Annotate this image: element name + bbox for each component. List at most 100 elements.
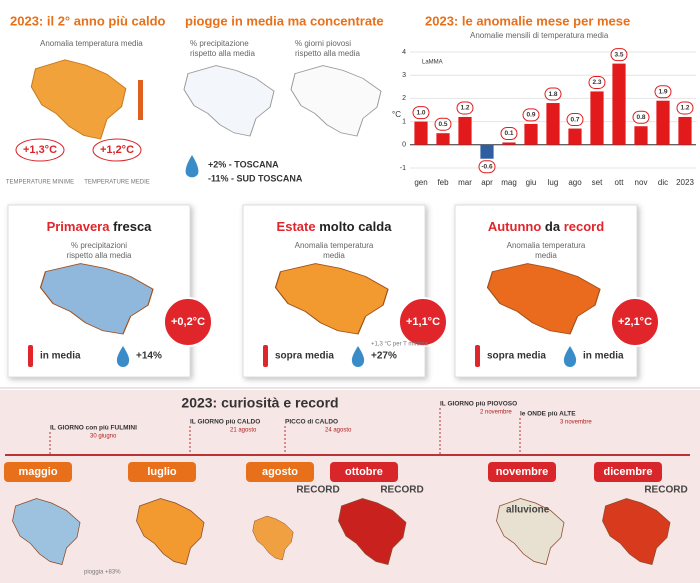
value-label: 1.0	[416, 109, 425, 116]
y-tick-label: 3	[402, 72, 406, 79]
map	[183, 65, 275, 137]
temp-status: sopra media	[487, 351, 546, 362]
x-tick-label: 2023	[676, 178, 694, 187]
value-label-box	[434, 117, 452, 131]
value-label-box	[544, 87, 562, 101]
value-label-box	[588, 75, 606, 89]
value-label: 1.9	[658, 88, 667, 95]
rain-status: in media	[583, 351, 624, 362]
bar	[678, 116, 692, 145]
drop-icon	[185, 155, 199, 178]
map-caption: % precipitazione	[190, 39, 249, 48]
badge-value: +1,3°C	[23, 144, 57, 156]
value-label: 0.8	[636, 114, 645, 121]
rain-status: +14%	[136, 351, 162, 362]
y-axis-label: °C	[392, 110, 401, 119]
card-title: Primavera fresca	[47, 219, 153, 234]
y-tick-label: -1	[400, 165, 406, 172]
x-tick-label: giu	[526, 178, 537, 187]
event-name: IL GIORNO più CALDO	[190, 419, 260, 426]
month-name: agosto	[262, 466, 298, 478]
y-tick-label: 0	[402, 142, 406, 149]
value-label: 1.8	[548, 91, 557, 98]
value-label: 2.3	[592, 79, 601, 86]
value-label-box	[610, 48, 628, 62]
records-title: 2023: curiosità e record	[181, 395, 338, 411]
month-name: ottobre	[345, 466, 383, 478]
map-caption: rispetto alla media	[190, 49, 255, 58]
chart-title: 2023: le anomalie mese per mese	[425, 13, 630, 28]
thermometer-icon	[263, 345, 268, 367]
value-label: 1.2	[460, 105, 469, 112]
anomaly-value: +0,2°C	[171, 316, 205, 328]
badge-label: TEMPERATURE MINIME	[6, 180, 74, 186]
value-label-box	[522, 108, 540, 122]
bar	[568, 128, 582, 145]
value-label: -0.6	[481, 163, 493, 170]
event-date: 21 agosto	[230, 428, 257, 434]
value-label: 0.9	[526, 112, 535, 119]
rain-status: +27%	[371, 351, 397, 362]
rain-line: +2% - TOSCANA	[208, 159, 279, 169]
badge	[92, 138, 142, 162]
bar	[612, 63, 626, 145]
rain-line: -11% - SUD TOSCANA	[208, 173, 303, 183]
month-name: maggio	[18, 466, 57, 478]
value-label-box	[632, 110, 650, 124]
card-subtitle: rispetto alla media	[67, 251, 132, 260]
event-name: IL GIORNO più PIOVOSO	[440, 401, 517, 408]
anomaly-badge	[610, 297, 660, 347]
event-name: PICCO di CALDO	[285, 419, 338, 426]
x-tick-label: ago	[568, 178, 582, 187]
month-note: RECORD	[296, 485, 339, 496]
bar	[502, 142, 516, 145]
card-subtitle: % precipitazioni	[71, 241, 127, 250]
event-name: le ONDE più ALTE	[520, 411, 576, 418]
logo: LaMMA	[422, 60, 443, 66]
chart-subtitle: Anomalie mensili di temperatura media	[470, 31, 609, 40]
event-date: 2 novembre	[480, 410, 512, 416]
month-tab	[246, 462, 314, 482]
panel-title: 2023: il 2° anno più caldo	[10, 13, 166, 28]
thermometer-icon	[475, 345, 480, 367]
value-label-box	[456, 101, 474, 115]
month-tab	[330, 462, 398, 482]
anomaly-badge	[398, 297, 448, 347]
value-label-box	[412, 106, 430, 120]
thermometer-icon	[28, 345, 33, 367]
x-tick-label: lug	[548, 178, 559, 187]
card-title: Autunno da record	[488, 219, 604, 234]
month-name: luglio	[147, 466, 177, 478]
legend	[138, 80, 143, 120]
month-note: RECORD	[380, 485, 423, 496]
bar	[480, 144, 494, 159]
map-caption: % giorni piovosi	[295, 39, 351, 48]
event-date: 3 novembre	[560, 420, 592, 426]
month-note: alluvione	[506, 505, 550, 516]
badge-label: TEMPERATURE MEDIE	[84, 180, 150, 186]
bar	[590, 91, 604, 145]
y-tick-label: 2	[402, 95, 406, 102]
x-tick-label: dic	[658, 178, 668, 187]
card-subtitle: Anomalia temperatura	[295, 241, 374, 250]
y-tick-label: 4	[402, 49, 406, 56]
records-bg	[0, 390, 700, 583]
bar	[414, 121, 428, 145]
value-label: 0.5	[438, 121, 447, 128]
bar	[656, 100, 670, 145]
value-label-box	[478, 160, 496, 174]
card-title: Estate molto calda	[277, 219, 393, 234]
month-tab	[128, 462, 196, 482]
value-label: 0.7	[570, 116, 579, 123]
card-subtitle: Anomalia temperatura	[507, 241, 586, 250]
month-tab	[594, 462, 662, 482]
map	[30, 59, 127, 140]
x-tick-label: ott	[615, 178, 625, 187]
card-subtitle: media	[535, 251, 557, 260]
x-tick-label: gen	[414, 178, 427, 187]
x-tick-label: mar	[458, 178, 472, 187]
bar	[524, 123, 538, 145]
event-date: 24 agosto	[325, 428, 352, 434]
x-tick-label: apr	[481, 178, 493, 187]
